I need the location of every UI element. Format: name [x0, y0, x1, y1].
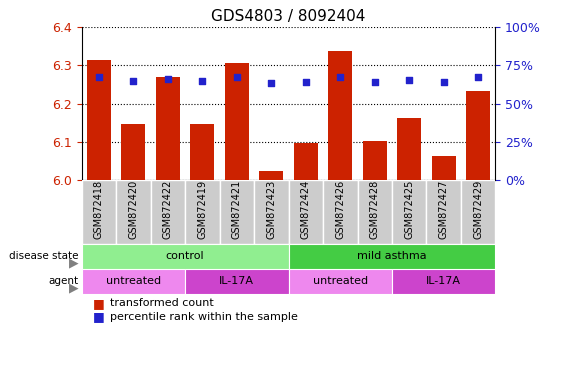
- Bar: [121, 124, 145, 180]
- Text: agent: agent: [48, 276, 79, 286]
- Text: IL-17A: IL-17A: [220, 276, 254, 286]
- Point: [198, 78, 207, 84]
- Bar: [259, 171, 283, 180]
- Bar: [225, 63, 249, 180]
- Text: GSM872423: GSM872423: [266, 179, 276, 238]
- Bar: [358, 180, 392, 244]
- Text: IL-17A: IL-17A: [426, 276, 461, 286]
- Point: [405, 77, 414, 83]
- Bar: [190, 124, 215, 180]
- Text: GSM872420: GSM872420: [128, 179, 138, 238]
- Bar: [427, 180, 461, 244]
- Bar: [289, 180, 323, 244]
- Bar: [289, 269, 392, 294]
- Bar: [185, 269, 289, 294]
- Text: GSM872429: GSM872429: [473, 179, 483, 238]
- Text: mild asthma: mild asthma: [357, 251, 427, 262]
- Text: percentile rank within the sample: percentile rank within the sample: [110, 312, 298, 322]
- Text: GSM872418: GSM872418: [94, 179, 104, 238]
- Point: [301, 79, 310, 85]
- Bar: [116, 180, 150, 244]
- Text: untreated: untreated: [106, 276, 161, 286]
- Title: GDS4803 / 8092404: GDS4803 / 8092404: [211, 9, 366, 24]
- Point: [129, 78, 138, 84]
- Text: ■: ■: [93, 297, 105, 310]
- Point: [267, 79, 276, 86]
- Bar: [87, 60, 111, 180]
- Text: GSM872425: GSM872425: [404, 179, 414, 239]
- Bar: [185, 180, 220, 244]
- Bar: [328, 51, 352, 180]
- Bar: [82, 180, 116, 244]
- Bar: [466, 91, 490, 180]
- Bar: [432, 156, 456, 180]
- Bar: [363, 141, 387, 180]
- Point: [163, 76, 172, 83]
- Bar: [294, 143, 318, 180]
- Bar: [461, 180, 495, 244]
- Bar: [392, 269, 495, 294]
- Text: GSM872422: GSM872422: [163, 179, 173, 239]
- Bar: [82, 269, 185, 294]
- Text: GSM872421: GSM872421: [232, 179, 242, 238]
- Point: [95, 74, 104, 80]
- Bar: [254, 180, 288, 244]
- Point: [233, 74, 242, 80]
- Text: ■: ■: [93, 310, 105, 323]
- Text: GSM872426: GSM872426: [335, 179, 345, 238]
- Text: GSM872428: GSM872428: [370, 179, 380, 238]
- Bar: [156, 77, 180, 180]
- Text: ▶: ▶: [69, 282, 79, 295]
- Text: GSM872427: GSM872427: [439, 179, 449, 239]
- Text: ▶: ▶: [69, 257, 79, 270]
- Text: disease state: disease state: [10, 251, 79, 262]
- Text: GSM872419: GSM872419: [197, 179, 207, 238]
- Text: transformed count: transformed count: [110, 298, 213, 308]
- Point: [370, 79, 379, 85]
- Bar: [151, 180, 185, 244]
- Bar: [397, 118, 421, 180]
- Bar: [323, 180, 358, 244]
- Text: untreated: untreated: [312, 276, 368, 286]
- Bar: [82, 244, 289, 269]
- Point: [336, 74, 345, 80]
- Bar: [392, 180, 427, 244]
- Point: [473, 74, 482, 80]
- Text: control: control: [166, 251, 204, 262]
- Text: GSM872424: GSM872424: [301, 179, 311, 238]
- Point: [439, 79, 448, 85]
- Bar: [220, 180, 254, 244]
- Bar: [289, 244, 495, 269]
